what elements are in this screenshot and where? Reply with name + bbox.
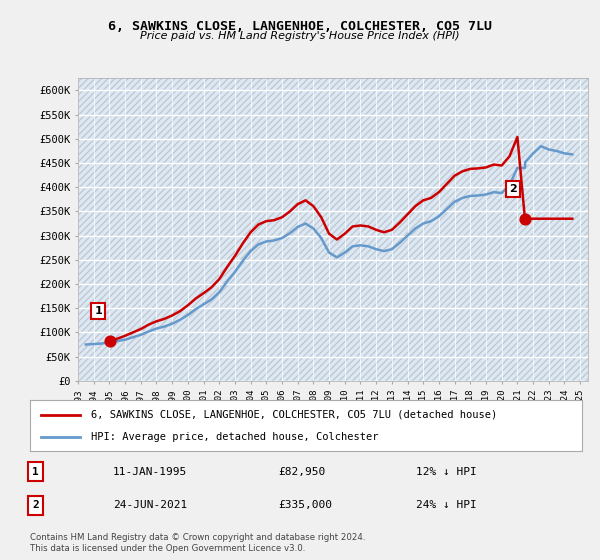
Text: 2: 2 bbox=[509, 184, 517, 194]
Text: Contains HM Land Registry data © Crown copyright and database right 2024.
This d: Contains HM Land Registry data © Crown c… bbox=[30, 533, 365, 553]
Text: Price paid vs. HM Land Registry's House Price Index (HPI): Price paid vs. HM Land Registry's House … bbox=[140, 31, 460, 41]
Text: 2: 2 bbox=[32, 501, 39, 510]
Text: HPI: Average price, detached house, Colchester: HPI: Average price, detached house, Colc… bbox=[91, 432, 378, 442]
Text: 11-JAN-1995: 11-JAN-1995 bbox=[113, 467, 187, 477]
Text: £335,000: £335,000 bbox=[278, 501, 332, 510]
Text: 6, SAWKINS CLOSE, LANGENHOE, COLCHESTER, CO5 7LU (detached house): 6, SAWKINS CLOSE, LANGENHOE, COLCHESTER,… bbox=[91, 409, 497, 419]
Text: 1: 1 bbox=[32, 467, 39, 477]
Text: £82,950: £82,950 bbox=[278, 467, 326, 477]
Point bbox=[520, 214, 530, 223]
Text: 1: 1 bbox=[94, 306, 102, 316]
Text: 24-JUN-2021: 24-JUN-2021 bbox=[113, 501, 187, 510]
Text: 12% ↓ HPI: 12% ↓ HPI bbox=[416, 467, 477, 477]
Text: 24% ↓ HPI: 24% ↓ HPI bbox=[416, 501, 477, 510]
Text: 6, SAWKINS CLOSE, LANGENHOE, COLCHESTER, CO5 7LU: 6, SAWKINS CLOSE, LANGENHOE, COLCHESTER,… bbox=[108, 20, 492, 32]
Point bbox=[105, 336, 115, 345]
